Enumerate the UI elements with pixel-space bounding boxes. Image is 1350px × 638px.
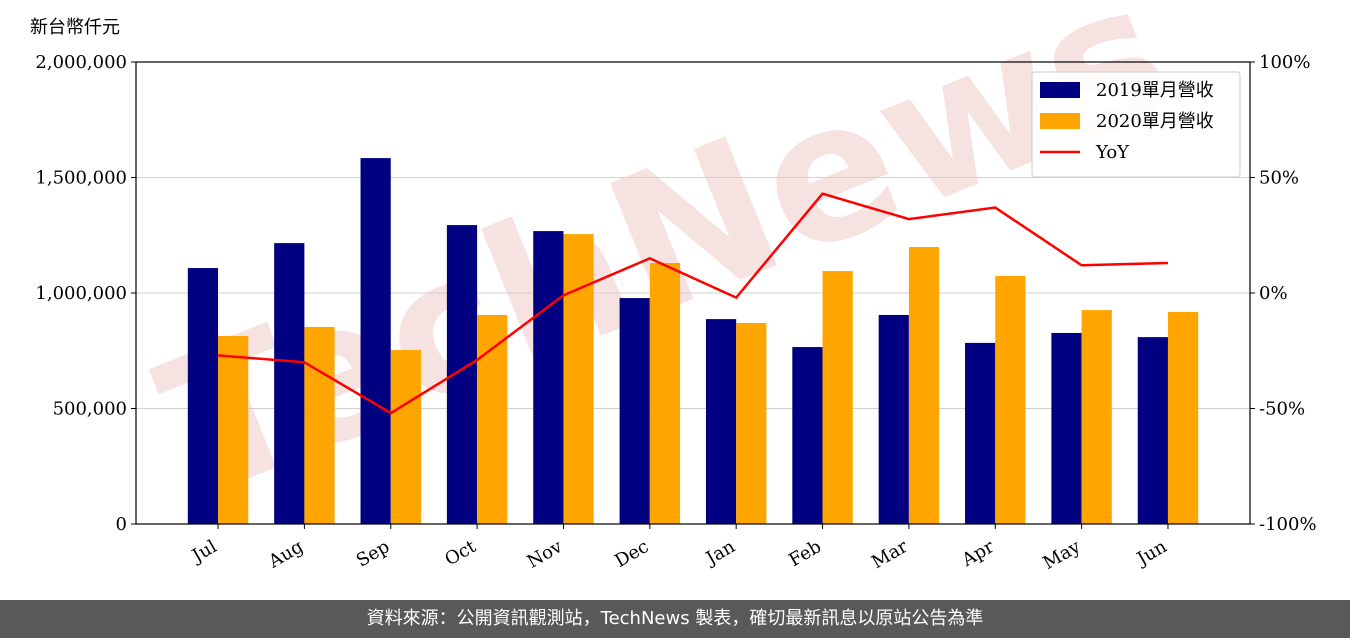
bar xyxy=(1137,337,1168,524)
x-tick-label: Jan xyxy=(701,536,739,570)
y-tick-label: 1,000,000 xyxy=(35,283,127,304)
x-tick-label: Nov xyxy=(524,536,567,573)
bar xyxy=(649,262,681,524)
chart: 新台幣仟元 TechNews0500,0001,000,0001,500,000… xyxy=(30,0,1317,574)
y2-tick-label: 0% xyxy=(1259,283,1288,304)
legend-label: 2020單月營收 xyxy=(1096,111,1214,132)
bar xyxy=(736,323,767,524)
x-tick-label: May xyxy=(1040,536,1085,574)
y-tick-label: 2,000,000 xyxy=(35,52,127,73)
bar xyxy=(995,275,1026,524)
x-tick-label: Aug xyxy=(264,536,307,573)
plot-frame xyxy=(135,61,1251,525)
x-tick-label: Jul xyxy=(187,536,221,568)
y-tick-label: 1,500,000 xyxy=(35,168,127,189)
bar xyxy=(533,231,564,525)
bar xyxy=(390,350,421,524)
legend-box xyxy=(1031,71,1241,178)
x-tick-label: Oct xyxy=(441,536,480,571)
x-tick-label: Sep xyxy=(353,536,393,571)
y-tick-label: 0 xyxy=(116,514,127,535)
bar xyxy=(563,234,594,524)
legend-swatch xyxy=(1040,82,1080,98)
bar xyxy=(274,243,305,524)
x-tick-label: Apr xyxy=(958,536,998,571)
bar xyxy=(187,268,219,524)
bar xyxy=(218,335,249,524)
y-tick-label: 500,000 xyxy=(53,399,127,420)
bar xyxy=(619,298,650,524)
y2-tick-label: 100% xyxy=(1259,52,1310,73)
line xyxy=(217,192,1168,415)
footer: 資料來源：公開資訊觀測站，TechNews 製表，確切最新訊息以原站公告為準 xyxy=(0,600,1350,638)
bar xyxy=(1051,332,1082,524)
bar xyxy=(792,347,823,524)
bar xyxy=(304,326,335,524)
x-tick-label: Jun xyxy=(1132,536,1171,571)
x-tick-label: Mar xyxy=(868,536,912,573)
legend: 2019單月營收 2020單月營收 YoY xyxy=(1031,71,1241,178)
legend-label: 2019單月營收 xyxy=(1096,80,1214,101)
y2-tick-label: 50% xyxy=(1259,168,1299,189)
bar xyxy=(822,271,853,524)
bar xyxy=(965,342,996,524)
y2-tick-label: -50% xyxy=(1259,399,1305,420)
bar xyxy=(477,314,508,524)
x-tick-label: Dec xyxy=(611,536,652,572)
x-tick-label: Feb xyxy=(785,536,825,571)
bar xyxy=(360,158,391,524)
bar xyxy=(908,247,940,524)
y2-tick-label: -100% xyxy=(1259,514,1317,535)
bar xyxy=(1081,310,1112,524)
legend-swatch xyxy=(1040,113,1080,129)
bar xyxy=(705,319,737,524)
y-axis-label: 新台幣仟元 xyxy=(30,17,120,38)
bar xyxy=(1167,311,1199,524)
bar xyxy=(878,314,909,524)
legend-label: YoY xyxy=(1095,142,1130,163)
